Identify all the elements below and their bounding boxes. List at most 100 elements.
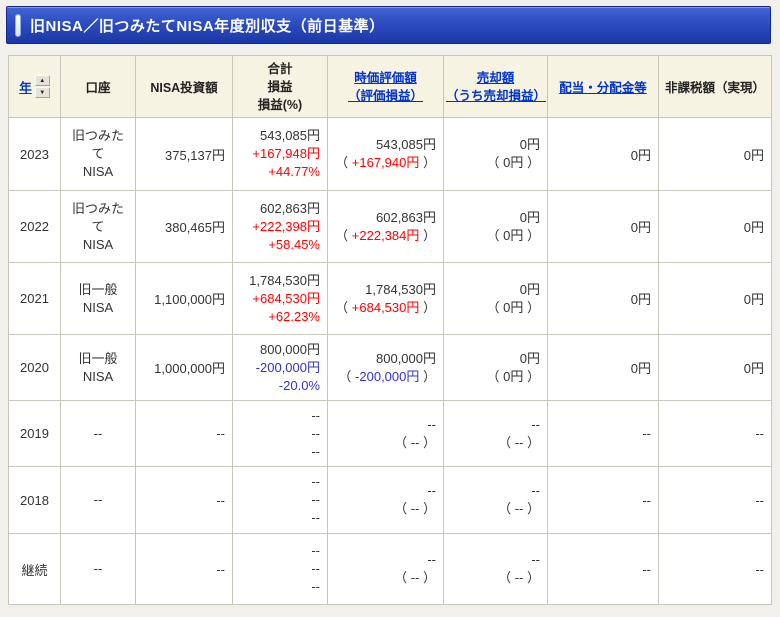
total-pct: -- (311, 579, 320, 594)
account-line: NISA (82, 299, 114, 315)
total-pl-cell: -- -- -- (232, 533, 328, 605)
investment-cell: -- (135, 533, 233, 605)
account-line: -- (93, 561, 103, 576)
total-pct: +58.45% (268, 236, 320, 252)
market-pl: +222,384円 (351, 227, 420, 243)
year-cell: 2022 (8, 190, 61, 263)
sell-value: 0円 (519, 281, 540, 297)
col-header-market-value: 時価評価額 （評価損益） (327, 55, 444, 118)
year-sort-spinner: ▲ ▼ (34, 75, 50, 98)
market-value: 1,784,530円 (365, 281, 436, 297)
market-value-link[interactable]: 時価評価額 （評価損益） (347, 70, 423, 103)
investment-cell: 380,465円 (135, 190, 233, 263)
sell-pl-line: （ 0円 ） (451, 299, 540, 317)
market-pl-line: （ -- ） (335, 500, 436, 518)
table-row: 2021 旧一般 NISA 1,100,000円 1,784,530円 +684… (8, 262, 772, 335)
sell-pl-line: （ 0円 ） (451, 227, 540, 245)
sell-pl: -- (514, 434, 524, 450)
market-pl-line: （ -200,000円 ） (335, 368, 436, 386)
table-row: 2020 旧一般 NISA 1,000,000円 800,000円 -200,0… (8, 334, 772, 401)
total-pl-cell: 800,000円 -200,000円 -20.0% (232, 334, 328, 401)
market-pl-line: （ -- ） (335, 569, 436, 587)
account-cell: 旧つみたて NISA (60, 117, 136, 191)
sell-pl-line: （ 0円 ） (451, 154, 540, 172)
title-accent-marker (15, 13, 21, 37)
sell-amount-cell: -- （ -- ） (443, 400, 548, 467)
market-value-cell: 800,000円 （ -200,000円 ） (327, 334, 444, 401)
total-pl: -- (311, 561, 320, 576)
close-paren: ） (523, 570, 540, 585)
open-paren: （ (486, 227, 504, 243)
total-header-line: 損益 (267, 79, 293, 94)
investment-cell: 375,137円 (135, 117, 233, 191)
open-paren: （ (498, 434, 515, 450)
total-pct: +44.77% (268, 164, 320, 179)
account-line: 旧つみたて (71, 128, 124, 161)
year-cell: 2020 (8, 334, 61, 401)
col-header-investment: NISA投資額 (135, 55, 233, 118)
year-cell: 2018 (8, 466, 61, 534)
table-row: 2019 -- -- -- -- -- -- （ -- ） -- （ -- ） … (8, 400, 772, 467)
year-cell: 2019 (8, 400, 61, 467)
total-value: 543,085円 (260, 128, 320, 143)
total-pl: -200,000円 (255, 359, 320, 375)
total-value: 602,863円 (260, 200, 320, 216)
sell-value: -- (531, 483, 540, 498)
sort-down-icon: ▼ (39, 89, 46, 96)
sell-pl: 0円 (503, 227, 524, 243)
header-row: 年 ▲ ▼ 口座 NISA投資額 合計 損益 損益(%) 時価評価額 （評価損益… (8, 55, 772, 118)
account-line: -- (93, 492, 103, 507)
account-line: 旧つみたて (71, 200, 124, 234)
account-cell: 旧つみたて NISA (60, 190, 136, 263)
table-row: 継続 -- -- -- -- -- -- （ -- ） -- （ -- ） --… (8, 533, 772, 605)
year-sort-link[interactable]: 年 (19, 81, 32, 95)
table-row: 2022 旧つみたて NISA 380,465円 602,863円 +222,3… (8, 190, 772, 263)
sell-amount-link[interactable]: 売却額 （うち売却損益） (446, 70, 547, 103)
total-pct: -- (311, 510, 320, 525)
sell-amount-cell: 0円 （ 0円 ） (443, 190, 548, 263)
close-paren: ） (419, 299, 436, 315)
close-paren: ） (523, 368, 540, 384)
dividend-cell: 0円 (547, 117, 659, 191)
taxfree-cell: 0円 (658, 117, 772, 191)
sell-pl: 0円 (503, 368, 524, 384)
market-value-cell: -- （ -- ） (327, 400, 444, 467)
dividend-link[interactable]: 配当・分配金等 (559, 81, 647, 95)
account-line: 旧一般 (78, 281, 118, 297)
sell-pl: 0円 (503, 299, 524, 315)
table-row: 2018 -- -- -- -- -- -- （ -- ） -- （ -- ） … (8, 466, 772, 534)
sell-pl: -- (514, 501, 524, 516)
dividend-cell: -- (547, 400, 659, 467)
sell-value: 0円 (519, 350, 540, 366)
sell-value: 0円 (519, 137, 540, 152)
open-paren: （ (394, 570, 411, 585)
sort-ascending-button[interactable]: ▲ (34, 75, 50, 86)
market-value-cell: -- （ -- ） (327, 533, 444, 605)
market-pl-line: （ +684,530円 ） (335, 299, 436, 317)
close-paren: ） (419, 155, 436, 170)
close-paren: ） (523, 299, 540, 315)
total-header-line: 合計 (267, 61, 293, 76)
open-paren: （ (335, 299, 352, 315)
close-paren: ） (419, 501, 436, 516)
account-line: 旧一般 (78, 350, 118, 366)
total-pl: -- (311, 425, 320, 441)
year-cell: 2023 (8, 117, 61, 191)
account-line: NISA (82, 236, 114, 252)
market-value: 543,085円 (376, 137, 436, 152)
close-paren: ） (419, 570, 436, 585)
total-value: -- (311, 407, 320, 423)
total-pl: +684,530円 (252, 290, 320, 306)
sort-descending-button[interactable]: ▼ (34, 87, 50, 98)
taxfree-cell: 0円 (658, 262, 772, 335)
col-header-account: 口座 (60, 55, 136, 118)
total-pl: +167,948円 (252, 146, 320, 161)
market-pl-line: （ +167,940円 ） (335, 154, 436, 172)
market-pl: +167,940円 (351, 155, 420, 170)
sell-pl-line: （ -- ） (451, 569, 540, 587)
market-pl-line: （ -- ） (335, 434, 436, 452)
year-cell: 継続 (8, 533, 61, 605)
investment-cell: 1,100,000円 (135, 262, 233, 335)
market-value-cell: 1,784,530円 （ +684,530円 ） (327, 262, 444, 335)
open-paren: （ (486, 368, 504, 384)
